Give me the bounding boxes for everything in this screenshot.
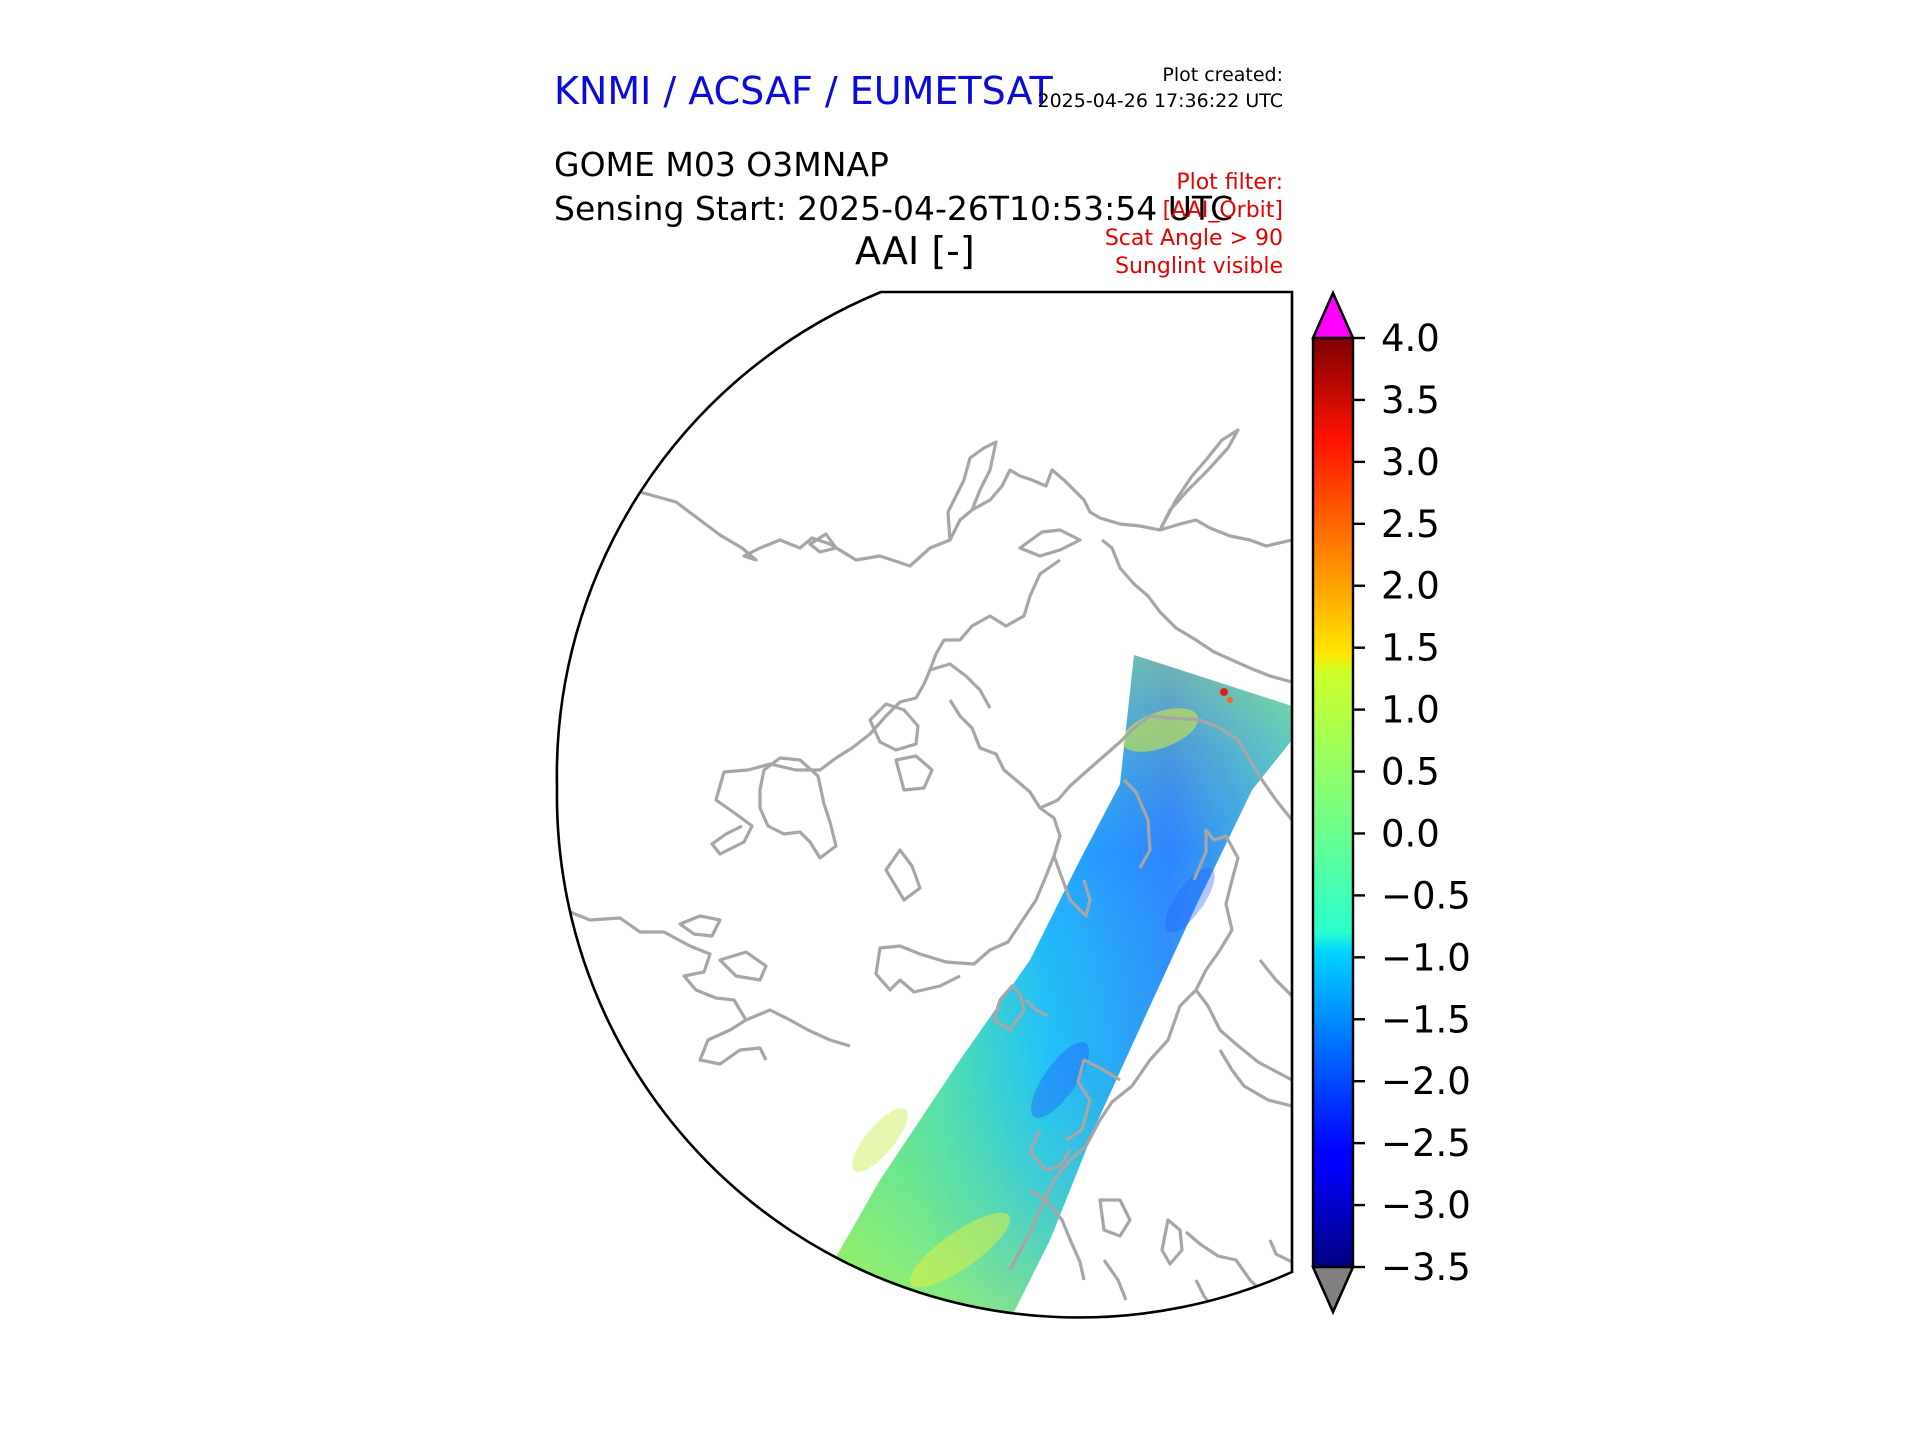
colorbar-tick-label: −3.5	[1381, 1246, 1471, 1289]
colorbar-tick-label: −0.5	[1381, 874, 1471, 917]
aai-swath	[800, 655, 1292, 1318]
sensing-start: Sensing Start: 2025-04-26T10:53:54 UTC	[554, 189, 1234, 228]
colorbar: 4.0 3.5 3.0 2.5 2.0 1.5 1.0 0.5 0.0 −0.5 −1.0 −1.5 −…	[1311, 290, 1471, 1315]
colorbar-tick-label: 1.5	[1381, 627, 1440, 670]
plot-filter-scat-angle: Scat Angle > 90	[1104, 226, 1283, 251]
colorbar-tick-label: 3.0	[1381, 441, 1440, 484]
colorbar-ticks: 4.0 3.5 3.0 2.5 2.0 1.5 1.0 0.5 0.0 −0.5 −1.0 −1.5 −…	[1353, 317, 1471, 1289]
plot-filter-sunglint: Sunglint visible	[1115, 254, 1283, 279]
colorbar-tick-label: 0.5	[1381, 751, 1440, 794]
colorbar-tick-label: 2.0	[1381, 565, 1440, 608]
coastlines	[569, 428, 1292, 1311]
colorbar-gradient	[1313, 338, 1353, 1267]
plot-created-label: Plot created:	[1162, 64, 1283, 86]
plot-filter-orbit: [AAI_Orbit]	[1162, 198, 1283, 223]
colorbar-tick-label: −2.0	[1381, 1060, 1471, 1103]
colorbar-tick-label: 1.0	[1381, 689, 1440, 732]
plot-created-time: 2025-04-26 17:36:22 UTC	[1037, 90, 1284, 112]
colorbar-under-range	[1311, 1265, 1355, 1315]
product-title: GOME M03 O3MNAP	[554, 145, 889, 184]
colorbar-tick-label: −1.0	[1381, 936, 1471, 979]
colorbar-tick-label: −3.0	[1381, 1184, 1471, 1227]
colorbar-tick-label: −1.5	[1381, 998, 1471, 1041]
map-boundary	[555, 290, 1294, 1319]
colorbar-tick-label: 4.0	[1381, 317, 1440, 360]
panel-title: AAI [-]	[855, 229, 975, 273]
plot-filter-label: Plot filter:	[1176, 170, 1283, 195]
colorbar-over-range	[1311, 290, 1355, 340]
agency-title: KNMI / ACSAF / EUMETSAT	[554, 69, 1053, 113]
colorbar-tick-label: 0.0	[1381, 812, 1440, 855]
colorbar-tick-label: 3.5	[1381, 379, 1440, 422]
colorbar-tick-label: −2.5	[1381, 1122, 1471, 1165]
colorbar-tick-label: 2.5	[1381, 503, 1440, 546]
